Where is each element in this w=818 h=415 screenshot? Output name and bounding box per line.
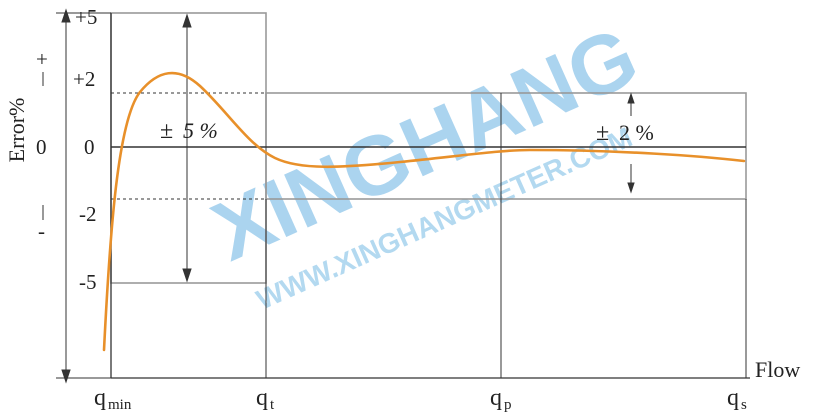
y-sign-minus: - — [38, 219, 45, 243]
zone-label-2: ± 2 % — [596, 120, 654, 146]
x-tick-qs-sub: s — [741, 397, 747, 413]
y-tick-m5: -5 — [79, 270, 97, 294]
svg-text:qp: qp — [490, 385, 512, 413]
zone-5-pm: ± — [160, 118, 173, 144]
x-tick-qt-base: q — [256, 385, 268, 411]
zone-label-5: ± 5 % — [160, 118, 218, 144]
zone-5-value: 5 % — [183, 118, 218, 143]
x-tick-qt-sub: t — [270, 397, 275, 413]
watermark: XINGHANG WWW.XINGHANGMETER.COM — [199, 8, 651, 315]
zone-2-value: 2 % — [619, 120, 654, 145]
y-tick-m2: -2 — [79, 202, 97, 226]
error-curve — [102, 71, 746, 352]
span-arrow-5 — [182, 13, 192, 283]
span-arrow-2 — [627, 92, 635, 194]
y-sign-zero: 0 — [36, 135, 47, 159]
x-tick-qp-base: q — [490, 385, 502, 411]
x-tick-qp-sub: p — [504, 397, 512, 413]
error-range-arrow — [56, 8, 111, 384]
y-tick-p5: +5 — [75, 5, 97, 29]
svg-text:qt: qt — [256, 385, 275, 413]
svg-text:qs: qs — [727, 385, 747, 413]
y-tick-p2: +2 — [73, 67, 95, 91]
y-sign-plus: + — [36, 47, 48, 71]
x-tick-qmin-sub: min — [108, 397, 132, 413]
x-tick-qmin-base: q — [94, 385, 106, 411]
x-tick-qmin: q min — [94, 385, 132, 413]
x-tick-qs-base: q — [727, 385, 739, 411]
y-tick-zero: 0 — [84, 135, 95, 159]
x-axis-title: Flow — [755, 357, 800, 382]
tolerance-box-2 — [265, 92, 747, 200]
y-axis-title: Error% — [4, 98, 29, 163]
zone-2-pm: ± — [596, 120, 609, 146]
